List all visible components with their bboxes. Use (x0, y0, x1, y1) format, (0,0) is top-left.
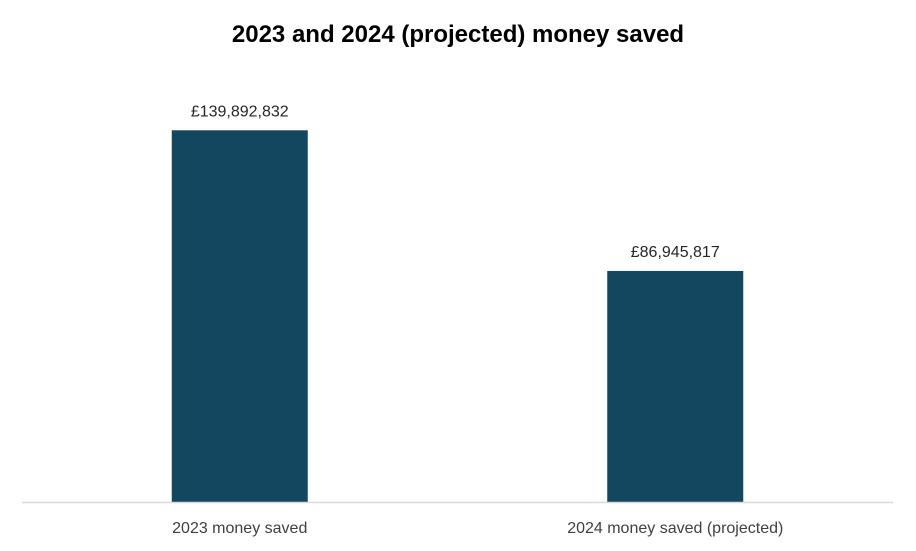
data-label-1: £139,892,832 (191, 103, 289, 120)
x-tick-label-1: 2023 money saved (172, 520, 307, 537)
x-tick-label-2: 2024 money saved (projected) (567, 520, 783, 537)
labels-layer: £139,892,832 2023 money saved £86,945,817 2… (172, 103, 783, 537)
chart-title: 2023 and 2024 (projected) money saved (232, 21, 684, 48)
data-label-2: £86,945,817 (631, 244, 720, 261)
bar-1 (171, 130, 308, 502)
bar-2 (607, 270, 744, 502)
bars-layer (171, 130, 744, 502)
